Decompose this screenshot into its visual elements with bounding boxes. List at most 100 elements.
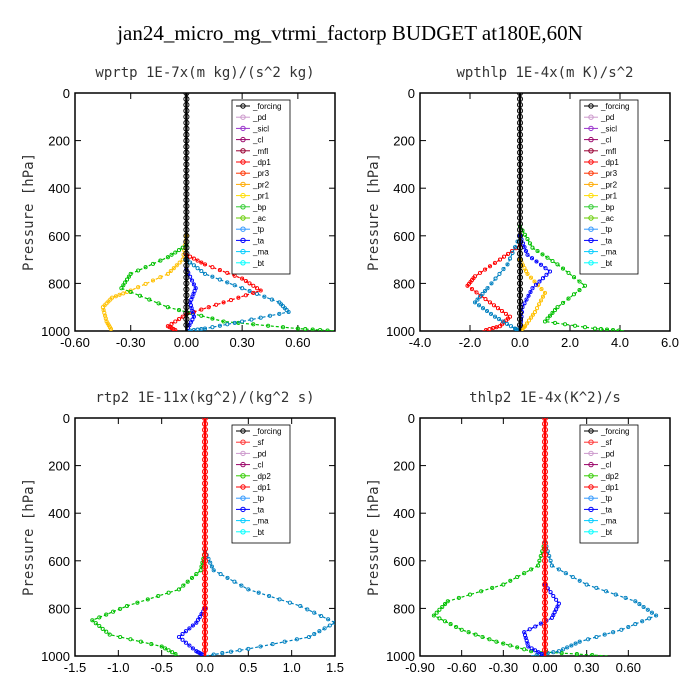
series-point <box>210 265 215 270</box>
series-point <box>515 574 520 580</box>
series-point <box>251 290 256 295</box>
legend-entry: _dp1 <box>600 483 619 492</box>
series-point <box>590 652 595 656</box>
series-point <box>497 324 503 329</box>
chart-subtitle: thlp2 1E-4x(K^2)/s <box>469 390 621 406</box>
series-point <box>183 292 190 299</box>
series-point <box>516 167 524 174</box>
series-point <box>173 327 178 331</box>
series-point <box>282 639 287 644</box>
legend-marker <box>240 192 246 199</box>
series-point <box>198 568 203 573</box>
legend-marker <box>240 237 246 244</box>
y-axis-label: Pressure [hPa] <box>21 153 37 271</box>
series-point <box>147 297 152 302</box>
x-tick-label: 0.5 <box>239 660 257 675</box>
series-point <box>90 618 95 623</box>
series-point <box>117 292 122 297</box>
series-point <box>201 587 209 594</box>
series-point <box>173 652 178 656</box>
series-point <box>217 268 222 273</box>
series-point <box>541 539 549 547</box>
plot-frame <box>419 92 671 332</box>
series-point <box>602 632 607 637</box>
series-point <box>527 627 532 632</box>
series-point <box>183 250 190 257</box>
series-point <box>199 268 204 274</box>
series-point <box>448 622 453 627</box>
legend-entry: _ta <box>252 505 265 514</box>
legend-marker <box>588 506 594 513</box>
series-point <box>465 283 470 288</box>
series-point <box>240 319 245 324</box>
series-point <box>541 480 549 487</box>
series-point <box>201 641 209 648</box>
legend-marker <box>240 215 246 221</box>
legend-marker <box>588 125 594 132</box>
series-point <box>286 309 291 315</box>
series-point <box>647 616 652 621</box>
series-point <box>210 274 215 279</box>
y-tick-label: 600 <box>393 229 415 244</box>
legend-marker <box>240 428 246 434</box>
legend-entry: _dp1 <box>600 158 619 167</box>
series-point <box>541 563 549 570</box>
series-point <box>541 635 549 642</box>
series-point <box>496 317 502 322</box>
series-point <box>641 604 646 610</box>
series-point <box>516 298 524 305</box>
series-point <box>201 510 209 517</box>
series-point <box>541 641 549 648</box>
series-point <box>163 646 168 651</box>
x-tick-label: -1.5 <box>64 660 86 675</box>
series-point <box>571 275 577 280</box>
y-tick-label: 200 <box>393 134 415 149</box>
series-point <box>325 328 330 331</box>
series-point <box>183 268 190 275</box>
series-point <box>482 267 488 272</box>
series-point <box>572 323 578 328</box>
series-point <box>541 581 549 588</box>
chart-panel-0: wprtp 1E-7x(m kg)/(s^2 kg) Pressure [hPa]… <box>21 65 336 350</box>
y-tick-label: 0 <box>63 411 70 426</box>
series-point <box>180 632 185 637</box>
legend-marker <box>240 103 246 109</box>
series-point <box>269 297 274 302</box>
series-point <box>500 319 506 324</box>
plot-frame <box>74 92 336 332</box>
series-point <box>480 634 485 640</box>
series-point <box>277 311 282 316</box>
series-point <box>243 278 248 284</box>
series-point <box>516 197 524 204</box>
series-point <box>177 260 182 265</box>
series-point <box>201 623 209 630</box>
legend-entry: _dp1 <box>252 158 271 167</box>
series-point <box>530 286 535 291</box>
series-point <box>220 651 225 656</box>
series-point <box>554 597 559 602</box>
chart-panel-3: thlp2 1E-4x(K^2)/s Pressure [hPa] 0 200 400 6… <box>366 390 671 675</box>
series-point <box>145 597 150 602</box>
series-point <box>191 256 196 261</box>
series-point <box>541 617 549 624</box>
series-point <box>201 480 209 487</box>
series-point <box>592 326 598 331</box>
series-point <box>246 587 251 592</box>
series-point <box>183 316 190 323</box>
series-point <box>541 418 549 422</box>
series-point <box>188 260 193 265</box>
legend-marker <box>240 136 246 143</box>
y-tick-label: 0 <box>63 86 70 101</box>
legend-marker <box>588 248 594 255</box>
series-point <box>492 314 498 319</box>
series-point <box>516 95 524 103</box>
x-tick-label: 0.0 <box>196 660 214 675</box>
series-point <box>538 621 543 626</box>
series-point <box>199 564 204 569</box>
series-point <box>529 646 534 651</box>
legend-entry: _sicl <box>600 124 617 133</box>
series-point <box>183 203 190 210</box>
legend-entry: _ta <box>600 505 613 514</box>
series-point <box>501 267 506 272</box>
series-point <box>541 486 549 493</box>
